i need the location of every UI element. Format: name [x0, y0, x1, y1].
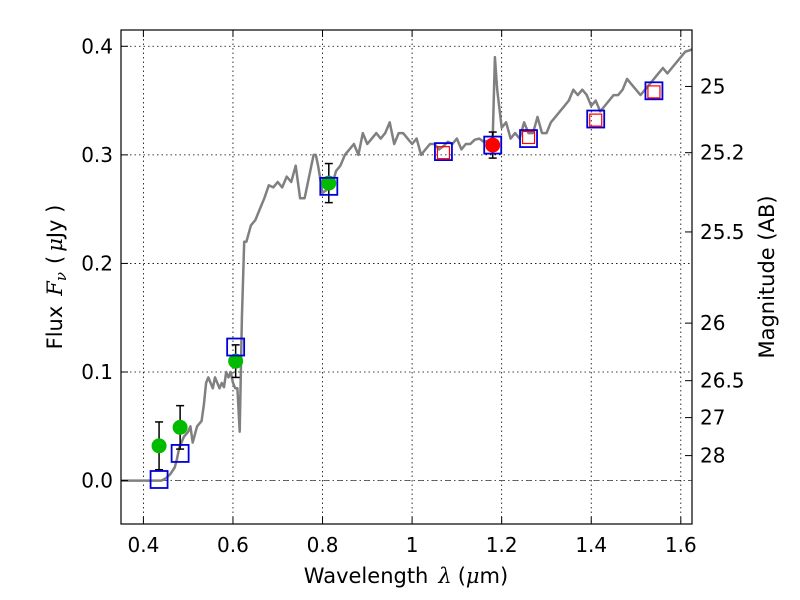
data-point-green: [321, 175, 337, 191]
y-tick-label: 0.0: [81, 469, 113, 493]
x-tick-label: 1: [406, 533, 419, 557]
model-square-blue: [170, 444, 190, 463]
x-tick-label: 1.6: [665, 533, 697, 557]
y2-tick-label: 27: [700, 406, 725, 430]
x-tick-label: 0.8: [307, 533, 339, 557]
data-point-green: [151, 438, 167, 454]
y-axis-label: FluxFν(μJy ): [43, 205, 70, 350]
x-tick-label: 1.4: [575, 533, 607, 557]
x-tick-label: 0.4: [127, 533, 159, 557]
model-square-blue: [644, 81, 664, 101]
y-tick-label: 0.1: [81, 360, 113, 384]
x-axis-label: Wavelength λ (μm): [304, 564, 508, 588]
x-tick-label: 1.2: [486, 533, 518, 557]
y2-tick-label: 25.2: [700, 141, 745, 165]
y-tick-label: 0.4: [81, 34, 113, 58]
data-point-red: [485, 137, 501, 153]
y2-tick-label: 26: [700, 311, 725, 335]
y2-tick-label: 25.5: [700, 220, 745, 244]
model-square-red: [589, 113, 603, 127]
model-square-blue: [434, 142, 453, 162]
right-axis-label: Magnitude (AB): [755, 195, 779, 358]
spectrum-line: [121, 48, 693, 482]
model-square-red: [647, 85, 661, 99]
y2-tick-label: 26.5: [700, 369, 745, 393]
model-square-blue: [149, 470, 169, 489]
data-point-green: [228, 353, 244, 369]
axis-ticks: 0.4 0.6 0.8 1 1.2 1.4 1.6 0.0 0.1 0.2 0.3 0.4 25 25.2…: [81, 30, 745, 557]
model-square-blue: [319, 176, 339, 196]
y2-tick-label: 28: [700, 444, 725, 468]
y-tick-label: 0.2: [81, 251, 113, 275]
model-square-blue: [226, 337, 246, 357]
plot-area: [121, 48, 693, 489]
model-square-blue: [586, 109, 606, 129]
model-square-blue: [483, 135, 503, 155]
y-tick-label: 0.3: [81, 143, 113, 167]
model-square-red: [521, 130, 536, 145]
x-tick-label: 0.6: [217, 533, 249, 557]
data-point-green: [172, 419, 188, 435]
model-square-blue: [519, 129, 538, 148]
plot-frame: [120, 29, 693, 525]
model-square-red: [436, 146, 451, 160]
y2-tick-label: 25: [700, 74, 725, 98]
